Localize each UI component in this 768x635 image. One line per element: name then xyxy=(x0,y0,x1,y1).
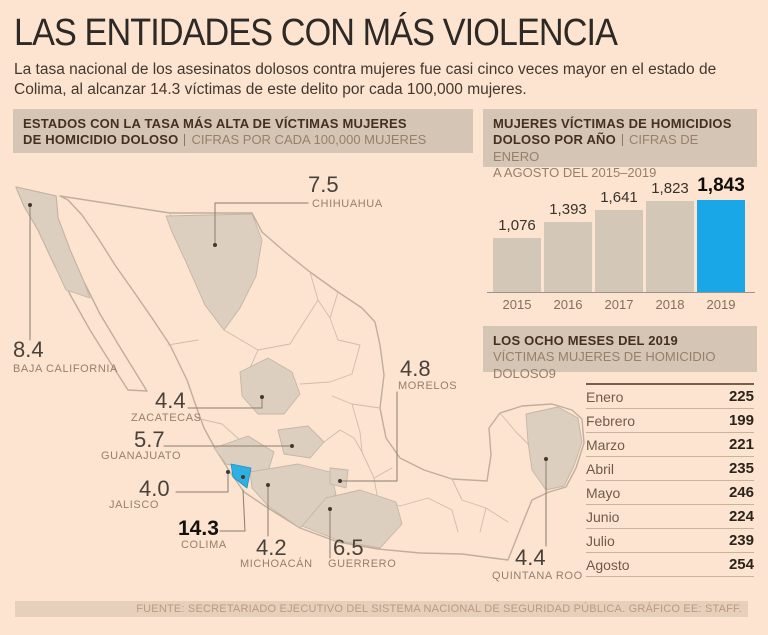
bar-value-label: 1,823 xyxy=(651,180,689,197)
month-label: Marzo xyxy=(586,436,625,453)
bar-column: 1,843 xyxy=(697,175,745,292)
month-value: 199 xyxy=(728,412,754,429)
bar xyxy=(493,238,541,292)
month-value: 224 xyxy=(728,508,754,525)
map-heading-bold-line1: ESTADOS CON LA TASA MÁS ALTA DE VÍCTIMAS… xyxy=(23,116,407,131)
table-heading-light: VÍCTIMAS MUJERES DE HOMICIDIO DOLOSO9 xyxy=(493,349,716,381)
annual-victims-bar-chart: 1,076 1,393 1,641 1,823 1,843 2015 2016 2017 20… xyxy=(487,175,755,312)
leader-lines xyxy=(29,202,547,559)
month-value: 221 xyxy=(728,436,754,453)
state-baja-california xyxy=(15,186,91,299)
bar-value-label: 1,076 xyxy=(498,217,536,234)
x-axis-tick-label: 2016 xyxy=(553,297,583,312)
month-label: Agosto xyxy=(586,556,630,573)
bar-column: 1,823 xyxy=(646,180,694,292)
x-axis-line xyxy=(487,292,755,293)
table-row: Enero 225 xyxy=(586,385,754,409)
bar-heading-light-line2: A AGOSTO DEL 2015–2019 xyxy=(493,164,657,180)
month-label: Julio xyxy=(586,532,615,549)
bar-panel-heading: MUJERES VÍCTIMAS DE HOMICIDIOS DOLOSO PO… xyxy=(483,109,757,180)
table-row: Junio 224 xyxy=(586,505,754,529)
month-value: 225 xyxy=(728,388,754,405)
page-subtitle: La tasa nacional de los asesinatos dolos… xyxy=(14,61,717,99)
bar-heading-bold-line1: MUJERES VÍCTIMAS DE HOMICIDIOS xyxy=(493,116,732,131)
month-label: Abril xyxy=(586,460,615,477)
bar-column: 1,076 xyxy=(493,217,541,292)
table-row: Abril 235 xyxy=(586,457,754,481)
month-value: 239 xyxy=(728,532,754,549)
x-axis-tick-label: 2018 xyxy=(655,297,685,312)
bar-value-label: 1,641 xyxy=(600,189,638,206)
table-heading-bold: LOS OCHO MESES DEL 2019 xyxy=(493,333,678,348)
month-label: Enero xyxy=(586,388,624,405)
state-colima xyxy=(230,463,252,489)
table-row: Julio 239 xyxy=(586,529,754,553)
map-heading-light: CIFRAS POR CADA 100,000 MUJERES xyxy=(191,132,427,148)
map-heading-bold-line2: DE HOMICIDIO DOLOSO xyxy=(23,132,179,148)
source-credit: FUENTE: SECRETARIADO EJECUTIVO DEL SISTE… xyxy=(15,601,748,617)
x-axis-labels: 2015 2016 2017 2018 2019 xyxy=(493,297,745,312)
bar xyxy=(595,210,643,292)
state-morelos xyxy=(329,467,349,489)
mainland-outline xyxy=(59,195,585,561)
month-label: Junio xyxy=(586,508,620,525)
state-zacatecas xyxy=(239,357,301,415)
x-axis-tick-label: 2019 xyxy=(706,297,736,312)
leader-dots xyxy=(28,203,548,511)
bar xyxy=(646,201,694,292)
state-guanajuato xyxy=(277,425,325,459)
table-row: Mayo 246 xyxy=(586,481,754,505)
bar-heading-light-line1: CIFRAS DE ENERO xyxy=(493,132,699,164)
table-row: Marzo 221 xyxy=(586,433,754,457)
map-panel-heading: ESTADOS CON LA TASA MÁS ALTA DE VÍCTIMAS… xyxy=(13,109,473,153)
heading-divider xyxy=(184,134,186,147)
state-guerrero xyxy=(301,489,403,549)
month-value: 235 xyxy=(728,460,754,477)
month-value: 254 xyxy=(728,556,754,573)
table-panel-heading: LOS OCHO MESES DEL 2019 VÍCTIMAS MUJERES… xyxy=(483,326,757,381)
bar-column: 1,393 xyxy=(544,201,592,292)
monthly-victims-table: Enero 225 Febrero 199 Marzo 221 Abril 235 Mayo 24… xyxy=(586,383,754,577)
month-value: 246 xyxy=(728,484,754,501)
state-quintana-roo xyxy=(525,406,583,491)
x-axis-tick-label: 2017 xyxy=(604,297,634,312)
month-label: Mayo xyxy=(586,484,621,501)
table-row: Febrero 199 xyxy=(586,409,754,433)
bar-column: 1,641 xyxy=(595,189,643,292)
bar-value-label: 1,393 xyxy=(549,201,587,218)
bars: 1,076 1,393 1,641 1,823 1,843 xyxy=(493,175,745,292)
x-axis-tick-label: 2015 xyxy=(502,297,532,312)
bar xyxy=(544,222,592,292)
state-chihuahua xyxy=(165,213,263,331)
month-label: Febrero xyxy=(586,412,636,429)
bar-heading-bold-line2: DOLOSO POR AÑO xyxy=(493,132,616,148)
page-title: LAS ENTIDADES CON MÁS VIOLENCIA xyxy=(14,12,618,54)
heading-divider xyxy=(621,134,623,147)
table-row: Agosto 254 xyxy=(586,553,754,577)
bar-value-label: 1,843 xyxy=(697,175,745,196)
bar xyxy=(697,200,745,292)
